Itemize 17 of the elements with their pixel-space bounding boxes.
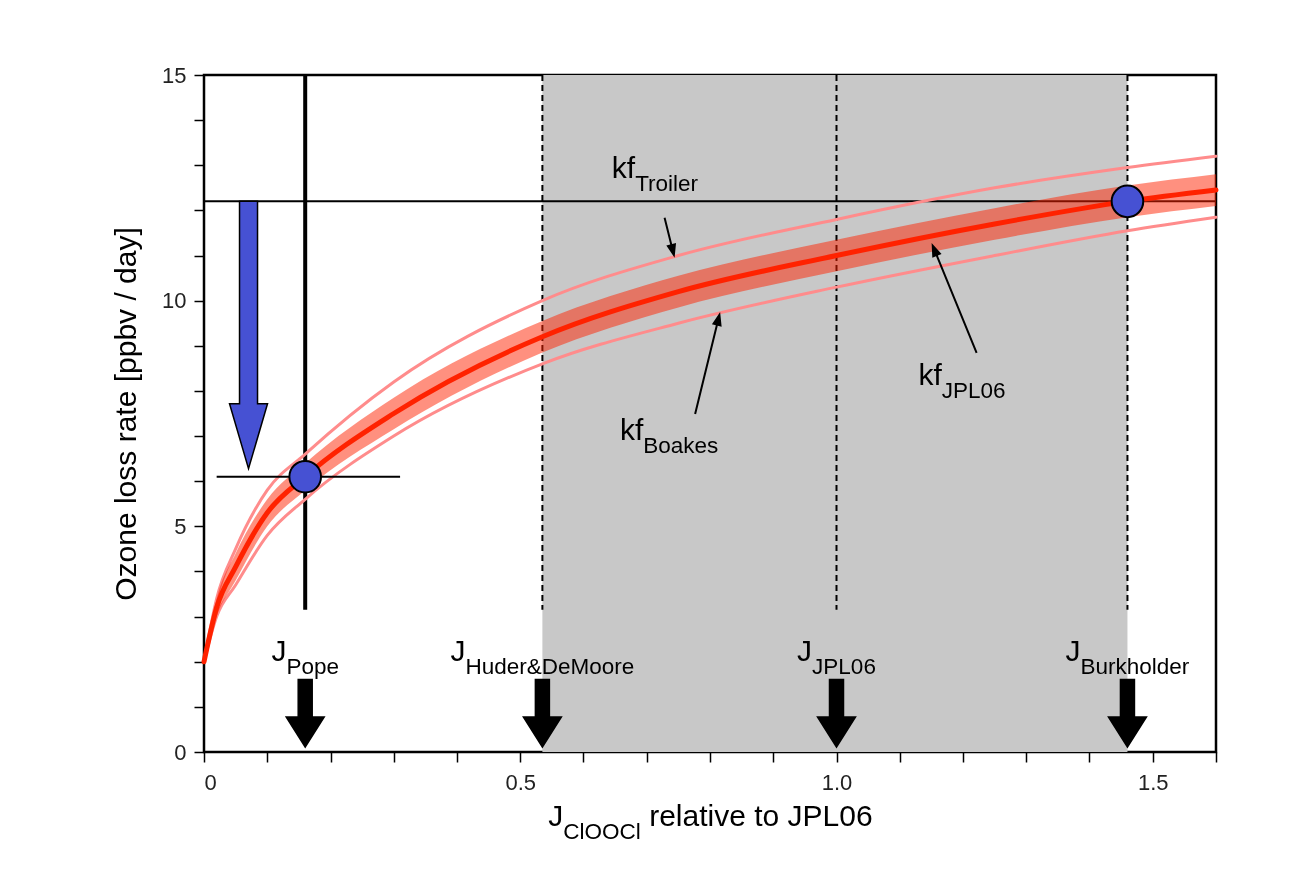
y-tick-label: 15 — [162, 62, 187, 88]
x-tick-label: 1.0 — [821, 769, 853, 795]
x-tick-label: 0.5 — [505, 769, 537, 795]
x-tick-label: 0 — [204, 769, 217, 795]
ref-line-label: J$_{JPL06}$ — [797, 633, 876, 679]
x-tick-label: 1.5 — [1137, 769, 1169, 795]
annotation: kf$_{JPL06}$ — [918, 358, 1006, 403]
annotation: kf$_{Troiler}$ — [611, 150, 699, 196]
x-axis-title: J$_{ClOOCl}$ relative to JPL06 — [548, 798, 873, 843]
y-tick-label: 5 — [174, 513, 187, 539]
y-tick-label: 0 — [174, 739, 187, 765]
y-axis-title: Ozone loss rate [ppbv / day] — [109, 227, 143, 601]
ref-line-label: J$_{Burkholder}$ — [1065, 633, 1190, 679]
y-tick-label: 10 — [162, 288, 187, 314]
ref-line-label: J$_{Huder&DeMoore}$ — [450, 633, 635, 679]
ref-line-label: J$_{Pope}$ — [271, 633, 339, 679]
annotation: kf$_{Boakes}$ — [619, 412, 719, 458]
